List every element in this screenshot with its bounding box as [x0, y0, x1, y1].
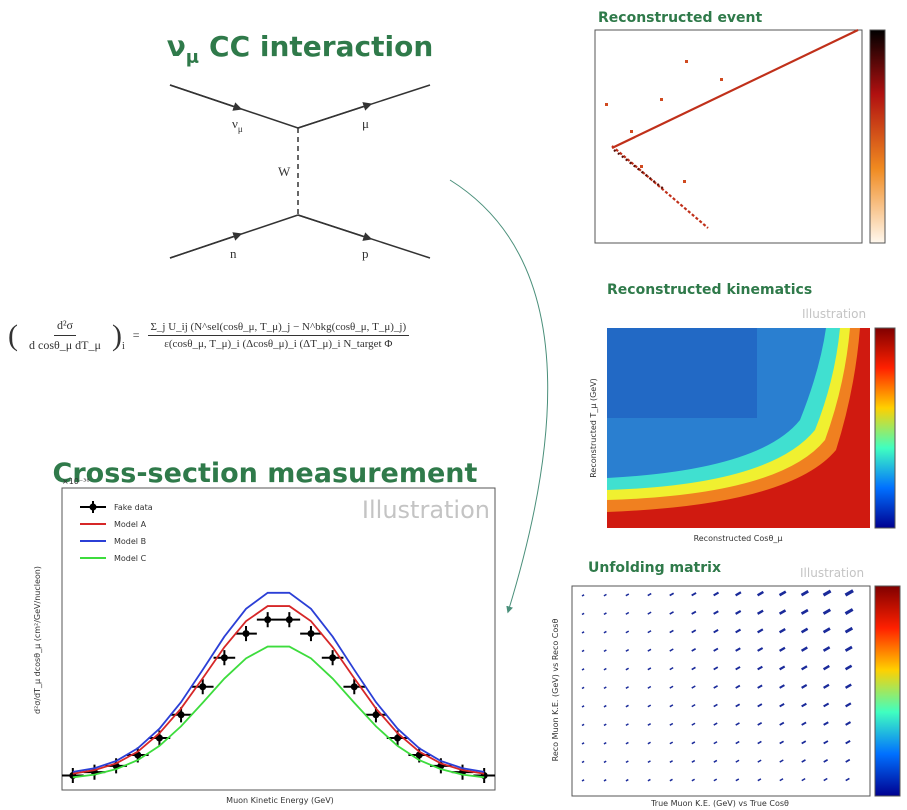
- plot-frame: [62, 488, 495, 790]
- label-muon: μ: [362, 116, 369, 131]
- section-title: Cross-section measurement: [53, 458, 478, 489]
- heatmap-region: [607, 328, 757, 418]
- colorbar: [875, 328, 895, 528]
- colorbar: [870, 30, 885, 243]
- label-boson: W: [278, 164, 291, 179]
- canvas: νμCC interaction νμ μ W n p Cross-sectio…: [0, 0, 907, 810]
- hit: [605, 103, 608, 106]
- data-point: [286, 616, 293, 623]
- arrow: [170, 85, 238, 108]
- label-proton: p: [362, 246, 369, 261]
- colorbar: [875, 586, 900, 796]
- rhs-denominator: ε(cosθ_μ, T_μ)_i (Δcosθ_μ)_i (ΔT_μ)_i N_…: [161, 336, 395, 350]
- lhs-subscript: i: [122, 341, 125, 352]
- data-point: [199, 683, 206, 690]
- rhs-numerator: Σ_j U_ij (N^sel(cosθ_μ, T_μ)_j − N^bkg(c…: [148, 321, 410, 336]
- legend-label: Fake data: [114, 503, 153, 512]
- data-point: [351, 683, 358, 690]
- y-axis-label: Reconstructed T_μ (GeV): [589, 378, 598, 478]
- y-axis-label: Reco Muon K.E. (GeV) vs Reco Cosθ: [551, 619, 560, 762]
- title-symbol: ν: [167, 30, 186, 63]
- data-point: [264, 616, 271, 623]
- legend-label: Model C: [114, 554, 147, 563]
- y-exponent: ×10⁻³⁸: [62, 477, 90, 486]
- panel-title: Reconstructed event: [598, 10, 763, 26]
- rhs-fraction: Σ_j U_ij (N^sel(cosθ_μ, T_μ)_j − N^bkg(c…: [148, 321, 410, 350]
- diagram-title: νμ CC interaction: [167, 30, 434, 68]
- illustration-label: Illustration: [800, 566, 864, 580]
- panel-title: Unfolding matrix: [588, 560, 721, 576]
- cross-section-chart: ×10⁻³⁸ Illustration Muon Kinetic Energy …: [33, 477, 495, 805]
- hit: [683, 180, 686, 183]
- hit: [685, 60, 688, 63]
- hit: [640, 165, 643, 168]
- legend-swatch: [90, 504, 97, 511]
- paren: (: [8, 321, 18, 351]
- kinematics-heatmap: [607, 328, 870, 528]
- y-axis-label: d²σ/dT_μ dcosθ_μ (cm²/GeV/nucleon): [33, 566, 42, 714]
- label-neutrino-sub: μ: [238, 124, 243, 134]
- paren: ): [112, 321, 122, 351]
- unfolding-frame: [572, 586, 870, 796]
- lhs-denominator: d cosθ_μ dT_μ: [26, 336, 104, 353]
- hit: [660, 98, 663, 101]
- feynman-diagram: [170, 85, 430, 258]
- title-text: CC interaction: [209, 30, 433, 63]
- panel-title: Reconstructed kinematics: [607, 282, 812, 298]
- data-point: [329, 654, 336, 661]
- arrow: [298, 215, 368, 238]
- legend-label: Model A: [114, 520, 147, 529]
- label-neutrino: νμ: [232, 116, 243, 134]
- hit: [720, 78, 723, 81]
- hit: [630, 130, 633, 133]
- label-neutron: n: [230, 246, 237, 261]
- lhs-numerator: d²σ: [54, 318, 76, 336]
- arrow: [170, 235, 238, 258]
- x-axis-label: Muon Kinetic Energy (GeV): [226, 796, 334, 805]
- x-axis-label: Reconstructed Cosθ_μ: [694, 534, 783, 543]
- arrow: [298, 105, 368, 128]
- title-subscript: μ: [186, 47, 199, 68]
- legend-label: Model B: [114, 537, 146, 546]
- illustration-label: Illustration: [362, 496, 490, 524]
- page: νμCC interaction νμ μ W n p Cross-sectio…: [0, 0, 907, 810]
- data-point: [221, 654, 228, 661]
- data-point: [243, 630, 250, 637]
- illustration-label: Illustration: [802, 307, 866, 321]
- data-point: [307, 630, 314, 637]
- x-axis-label: True Muon K.E. (GeV) vs True Cosθ: [650, 799, 789, 808]
- equals: =: [133, 328, 140, 343]
